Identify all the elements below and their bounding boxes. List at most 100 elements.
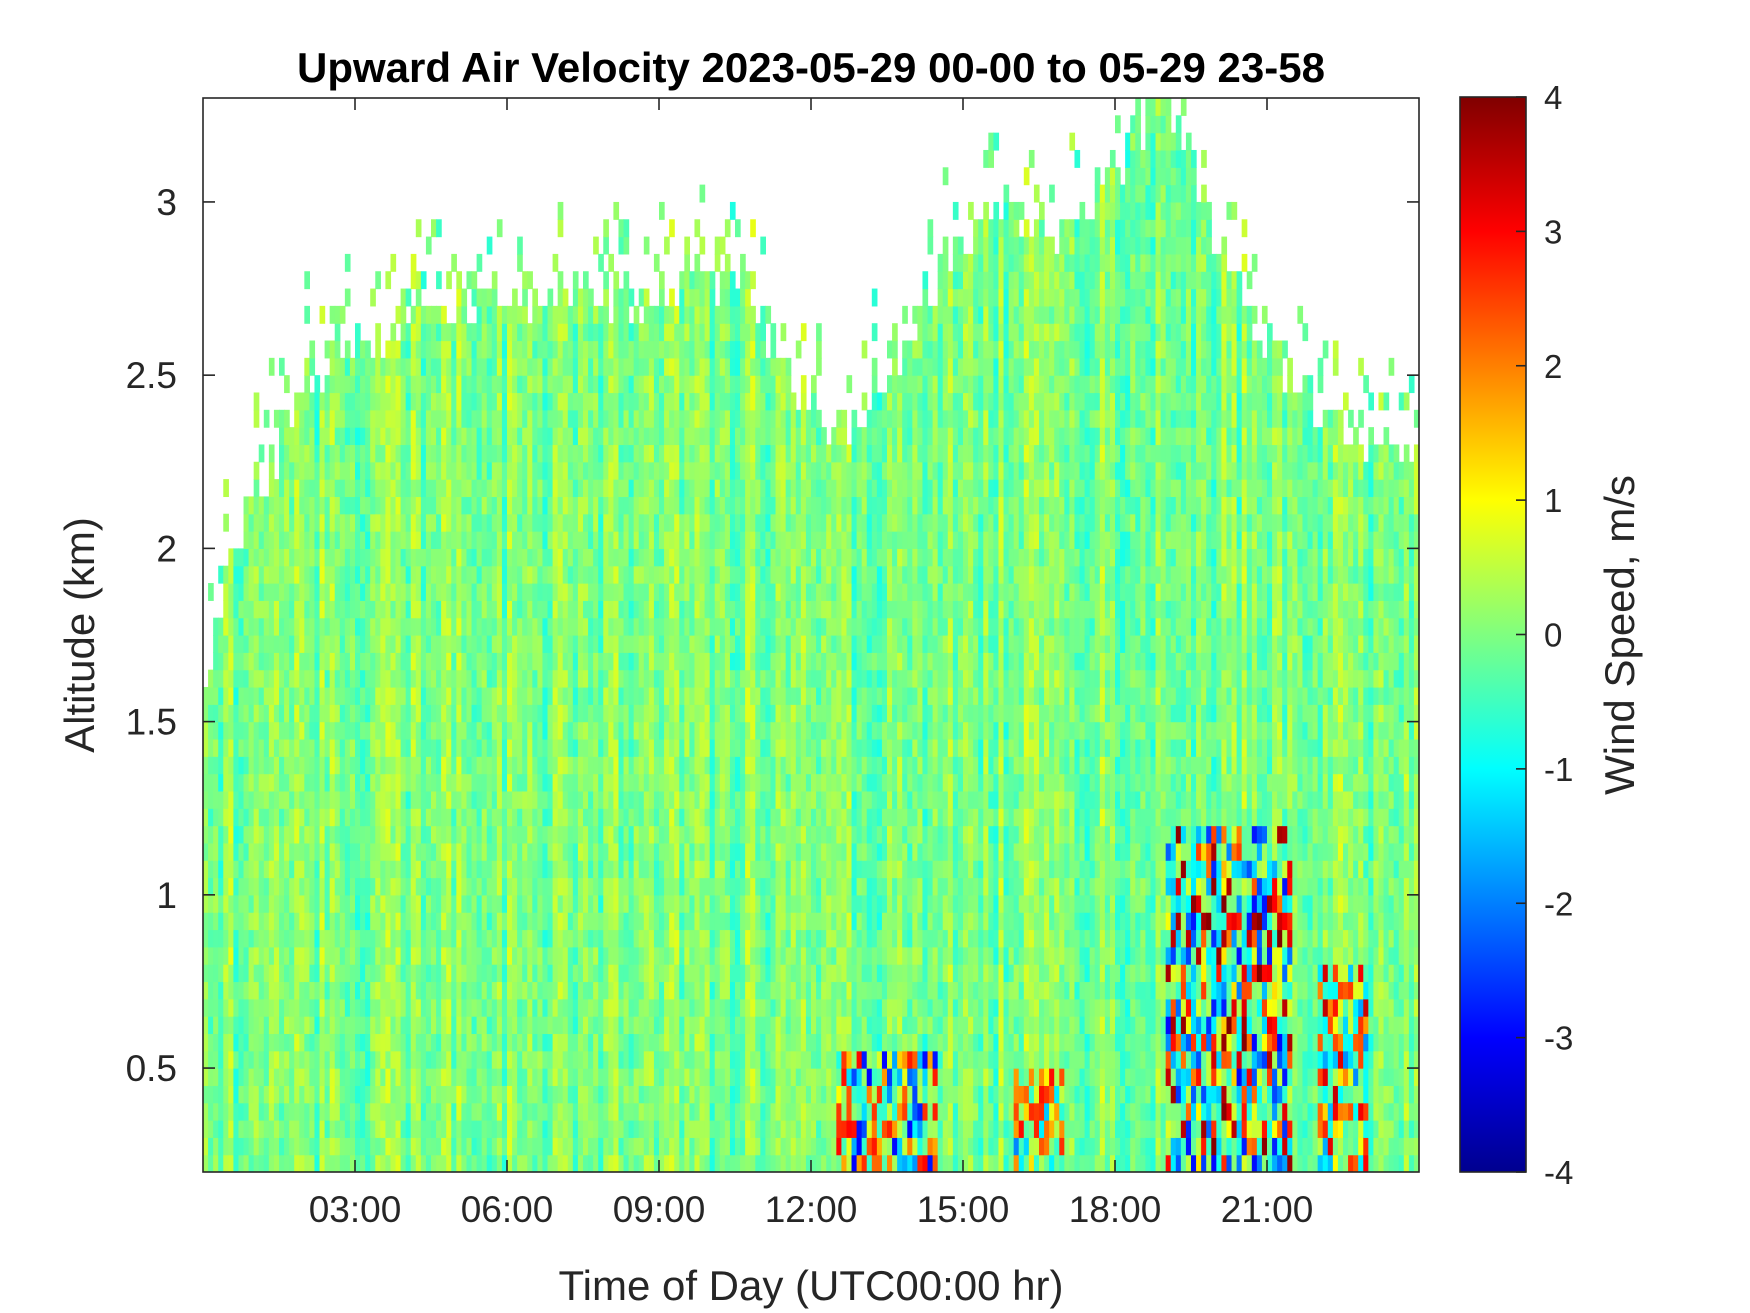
heatmap-cell	[588, 1137, 594, 1156]
heatmap-cell	[405, 738, 412, 757]
heatmap-cell	[724, 981, 731, 1000]
heatmap-cell	[309, 790, 316, 809]
heatmap-cell	[572, 548, 579, 567]
heatmap-cell	[461, 981, 468, 1000]
heatmap-cell	[603, 288, 609, 307]
heatmap-cell	[390, 669, 397, 688]
heatmap-cell	[299, 842, 305, 861]
heatmap-cell	[380, 790, 386, 809]
heatmap-cell	[355, 357, 361, 376]
heatmap-cell	[294, 894, 300, 913]
heatmap-cell	[339, 860, 346, 879]
heatmap-cell	[431, 912, 437, 931]
heatmap-cell	[522, 479, 528, 498]
heatmap-cell	[664, 600, 670, 619]
heatmap-cell	[431, 738, 437, 757]
heatmap-cell	[471, 323, 478, 342]
heatmap-cell	[679, 894, 685, 913]
heatmap-cell	[309, 929, 316, 948]
heatmap-cell	[273, 686, 280, 705]
heatmap-cell	[714, 1154, 721, 1172]
heatmap-cell	[476, 479, 483, 498]
heatmap-cell	[638, 842, 645, 861]
heatmap-cell	[405, 531, 412, 549]
heatmap-cell	[395, 1016, 402, 1035]
heatmap-cell	[598, 1137, 604, 1156]
heatmap-cell	[588, 617, 594, 636]
heatmap-cell	[329, 721, 336, 740]
heatmap-cell	[532, 756, 538, 775]
heatmap-cell	[223, 1033, 229, 1052]
heatmap-cell	[253, 531, 260, 549]
heatmap-cell	[213, 825, 219, 844]
heatmap-cell	[451, 253, 457, 272]
heatmap-cell	[405, 1085, 412, 1104]
heatmap-cell	[304, 409, 310, 428]
heatmap-cell	[324, 981, 331, 1000]
heatmap-cell	[334, 444, 341, 463]
heatmap-cell	[233, 894, 240, 913]
heatmap-cell	[501, 669, 508, 688]
heatmap-cell	[466, 1120, 473, 1138]
heatmap-cell	[431, 964, 437, 983]
heatmap-cell	[390, 479, 397, 498]
heatmap-cell	[598, 1033, 604, 1052]
heatmap-cell	[258, 635, 265, 653]
heatmap-cell	[608, 583, 614, 601]
heatmap-cell	[517, 357, 523, 376]
heatmap-cell	[709, 686, 716, 705]
heatmap-cell	[405, 860, 412, 879]
heatmap-cell	[603, 548, 609, 567]
heatmap-cell	[709, 340, 716, 359]
heatmap-cell	[532, 375, 538, 394]
heatmap-cell	[507, 1102, 513, 1121]
heatmap-cell	[375, 357, 381, 376]
heatmap-cell	[593, 894, 599, 913]
heatmap-cell	[425, 929, 432, 948]
heatmap-cell	[253, 669, 260, 688]
heatmap-cell	[542, 1033, 549, 1052]
heatmap-cell	[522, 357, 528, 376]
heatmap-cell	[633, 894, 640, 913]
heatmap-cell	[319, 652, 326, 671]
heatmap-cell	[552, 721, 559, 740]
heatmap-cell	[719, 323, 726, 342]
heatmap-cell	[689, 790, 696, 809]
heatmap-cell	[603, 929, 609, 948]
heatmap-cell	[603, 600, 609, 619]
heatmap-cell	[562, 409, 569, 428]
heatmap-cell	[294, 877, 300, 896]
heatmap-cell	[380, 1120, 386, 1138]
heatmap-cell	[628, 1085, 635, 1104]
heatmap-cell	[562, 946, 569, 965]
heatmap-cell	[664, 1120, 670, 1138]
heatmap-cell	[491, 305, 498, 324]
heatmap-cell	[603, 323, 609, 342]
heatmap-cell	[669, 721, 675, 740]
heatmap-cell	[456, 790, 462, 809]
heatmap-cell	[425, 1085, 432, 1104]
heatmap-cell	[385, 686, 392, 705]
heatmap-cell	[360, 721, 366, 740]
heatmap-cell	[461, 444, 468, 463]
heatmap-cell	[694, 790, 701, 809]
heatmap-cell	[628, 1050, 635, 1069]
heatmap-cell	[628, 1154, 635, 1172]
heatmap-cell	[233, 583, 240, 601]
heatmap-cell	[486, 686, 493, 705]
heatmap-cell	[613, 340, 620, 359]
heatmap-cell	[304, 635, 310, 653]
heatmap-cell	[522, 392, 528, 411]
heatmap-cell	[653, 877, 660, 896]
heatmap-cell	[577, 565, 584, 584]
heatmap-cell	[623, 860, 630, 879]
heatmap-cell	[628, 946, 635, 965]
heatmap-cell	[689, 998, 696, 1017]
heatmap-cell	[436, 825, 442, 844]
heatmap-cell	[501, 600, 508, 619]
heatmap-cell	[410, 894, 417, 913]
heatmap-cell	[344, 964, 351, 983]
heatmap-cell	[314, 686, 321, 705]
heatmap-cell	[360, 704, 366, 723]
heatmap-cell	[643, 583, 650, 601]
